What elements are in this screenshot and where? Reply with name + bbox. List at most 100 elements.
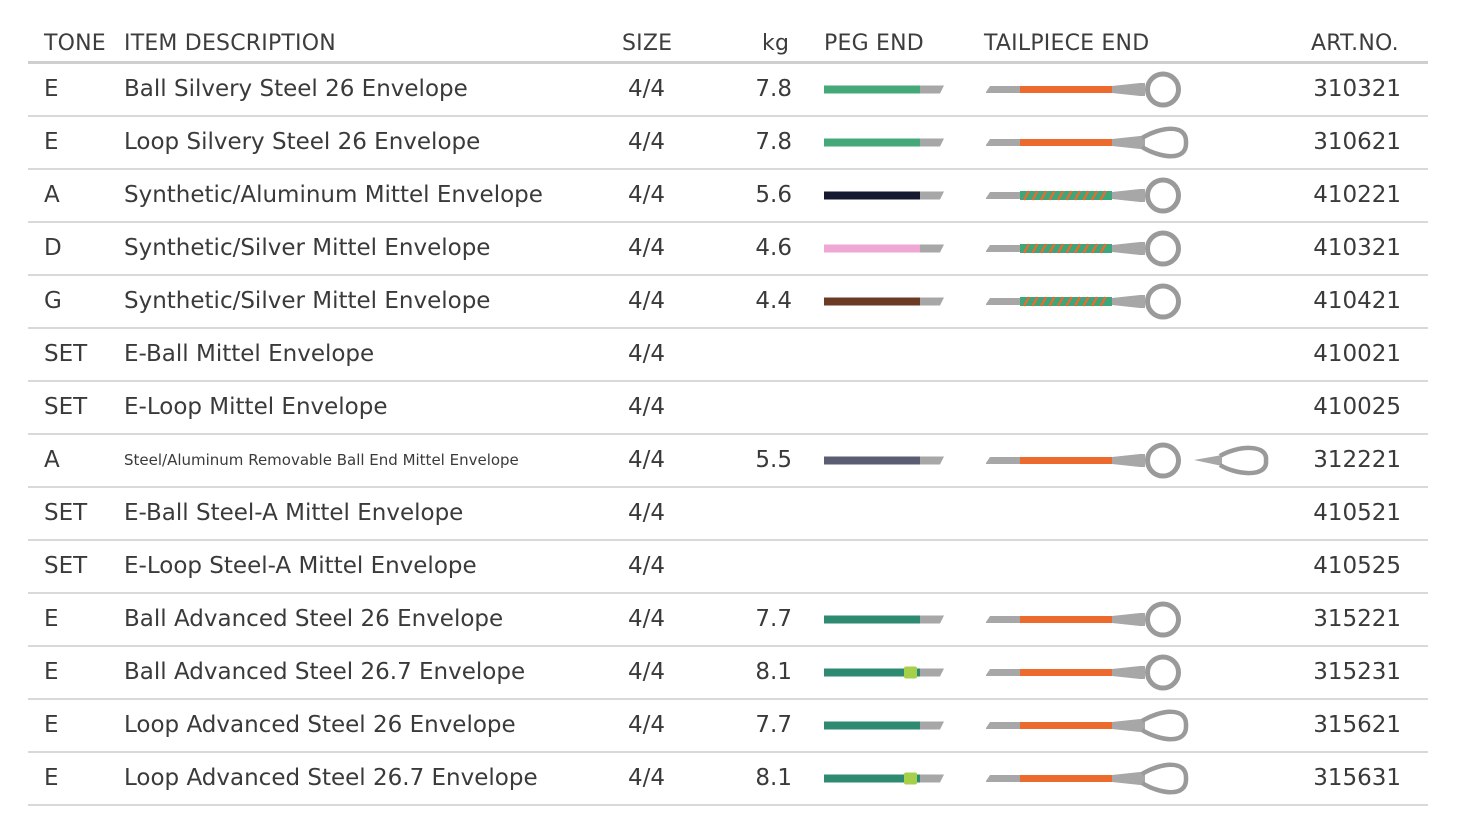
tone-cell: E bbox=[44, 606, 59, 632]
peg-end-string-icon bbox=[824, 244, 944, 253]
peg-winding-segment bbox=[824, 191, 920, 200]
tail-winding-spiral bbox=[1022, 190, 1107, 201]
ball-end-ring bbox=[1145, 230, 1181, 267]
table-row: SET E-Ball Mittel Envelope 4/4 410021 bbox=[28, 329, 1428, 382]
ball-end-ring bbox=[1145, 71, 1181, 108]
peg-tip-segment bbox=[920, 456, 944, 465]
table-header: TONE ITEM DESCRIPTION SIZE kg PEG END TA… bbox=[28, 25, 1428, 64]
tail-left-tip bbox=[986, 298, 1020, 305]
tailpiece-end-cell bbox=[984, 435, 1274, 486]
peg-end-string-icon bbox=[824, 297, 944, 306]
item-description-cell: Synthetic/Aluminum Mittel Envelope bbox=[124, 182, 543, 208]
peg-tip-segment bbox=[920, 85, 944, 94]
tone-cell: SET bbox=[44, 553, 88, 579]
tone-cell: SET bbox=[44, 500, 88, 526]
peg-tip-segment bbox=[920, 244, 944, 253]
header-art-no: ART.NO. bbox=[1311, 31, 1399, 56]
peg-winding-segment bbox=[824, 721, 920, 730]
peg-winding-segment bbox=[824, 244, 920, 253]
kg-cell: 7.7 bbox=[755, 712, 792, 738]
peg-winding-segment bbox=[824, 85, 920, 94]
tone-cell: E bbox=[44, 765, 59, 791]
peg-end-cell bbox=[824, 700, 946, 751]
peg-end-string-icon bbox=[824, 666, 944, 679]
tail-orange-segment bbox=[1020, 139, 1112, 146]
kg-cell: 7.8 bbox=[755, 76, 792, 102]
size-cell: 4/4 bbox=[628, 129, 666, 155]
art-no-cell: 410221 bbox=[1313, 182, 1401, 208]
peg-end-string-icon bbox=[824, 138, 944, 147]
size-cell: 4/4 bbox=[628, 182, 666, 208]
tailpiece-end-string-icon bbox=[986, 709, 1189, 742]
art-no-cell: 315221 bbox=[1313, 606, 1401, 632]
table-row: E Loop Advanced Steel 26.7 Envelope 4/4 8.1… bbox=[28, 753, 1428, 806]
item-description-cell: E-Ball Mittel Envelope bbox=[124, 341, 375, 367]
tail-orange-segment bbox=[1020, 86, 1112, 93]
table-row: G Synthetic/Silver Mittel Envelope 4/4 4.4 4… bbox=[28, 276, 1428, 329]
art-no-cell: 410321 bbox=[1313, 235, 1401, 261]
tail-left-tip bbox=[986, 139, 1020, 146]
tone-cell: D bbox=[44, 235, 62, 261]
peg-end-string-icon bbox=[824, 615, 944, 624]
peg-end-cell bbox=[824, 64, 946, 115]
table-row: SET E-Loop Mittel Envelope 4/4 410025 bbox=[28, 382, 1428, 435]
peg-end-cell bbox=[824, 117, 946, 168]
tailpiece-end-cell bbox=[984, 276, 1274, 327]
kg-cell: 5.5 bbox=[755, 447, 792, 473]
kg-cell bbox=[708, 488, 792, 539]
table-row: E Loop Silvery Steel 26 Envelope 4/4 7.8 310… bbox=[28, 117, 1428, 170]
header-tone: TONE bbox=[44, 31, 106, 56]
tone-cell: E bbox=[44, 659, 59, 685]
art-no-cell: 410421 bbox=[1313, 288, 1401, 314]
peg-tip-segment bbox=[920, 668, 944, 677]
tail-orange-segment bbox=[1020, 722, 1112, 729]
tail-right-taper bbox=[1112, 83, 1145, 96]
tail-winding-spiral bbox=[1022, 243, 1107, 254]
tail-right-taper bbox=[1112, 136, 1145, 149]
kg-cell bbox=[708, 329, 792, 380]
size-cell: 4/4 bbox=[628, 394, 666, 420]
table-row: A Steel/Aluminum Removable Ball End Mitte… bbox=[28, 435, 1428, 488]
tail-right-taper bbox=[1112, 666, 1145, 679]
tailpiece-end-cell bbox=[984, 753, 1274, 804]
item-description-cell: E-Loop Mittel Envelope bbox=[124, 394, 388, 420]
header-peg-end: PEG END bbox=[824, 31, 924, 56]
tail-left-tip bbox=[986, 192, 1020, 199]
peg-end-cell bbox=[824, 223, 946, 274]
tailpiece-end-string-icon bbox=[986, 230, 1181, 267]
kg-cell: 7.7 bbox=[755, 606, 792, 632]
item-description-cell: Synthetic/Silver Mittel Envelope bbox=[124, 235, 491, 261]
tail-winding-silk bbox=[1020, 244, 1112, 253]
tailpiece-end-cell bbox=[984, 700, 1274, 751]
tail-left-tip bbox=[986, 86, 1020, 93]
header-size: SIZE bbox=[622, 31, 673, 56]
tail-right-taper bbox=[1112, 719, 1145, 732]
tone-cell: A bbox=[44, 182, 60, 208]
peg-winding-segment bbox=[824, 668, 920, 677]
item-description-cell: Steel/Aluminum Removable Ball End Mittel… bbox=[124, 451, 519, 469]
loop-end bbox=[1140, 709, 1189, 742]
tail-right-taper bbox=[1112, 242, 1145, 255]
art-no-cell: 312221 bbox=[1313, 447, 1401, 473]
removable-loop-end bbox=[1218, 445, 1269, 476]
art-no-cell: 410525 bbox=[1313, 553, 1401, 579]
tail-left-tip bbox=[986, 669, 1020, 676]
peg-end-string-icon bbox=[824, 772, 944, 785]
size-cell: 4/4 bbox=[628, 500, 666, 526]
tail-orange-segment bbox=[1020, 616, 1112, 623]
tail-right-taper bbox=[1112, 454, 1145, 467]
peg-tip-segment bbox=[920, 297, 944, 306]
item-description-cell: Ball Advanced Steel 26.7 Envelope bbox=[124, 659, 526, 685]
header-tailpiece-end: TAILPIECE END bbox=[984, 31, 1150, 56]
loop-end bbox=[1140, 762, 1189, 795]
size-cell: 4/4 bbox=[628, 659, 666, 685]
tail-orange-segment bbox=[1020, 775, 1112, 782]
tailpiece-end-string-icon bbox=[986, 442, 1269, 479]
peg-end-cell bbox=[824, 594, 946, 645]
peg-end-string-icon bbox=[824, 456, 944, 465]
tailpiece-end-cell bbox=[984, 223, 1274, 274]
tail-orange-segment bbox=[1020, 457, 1112, 464]
item-description-cell: E-Ball Steel-A Mittel Envelope bbox=[124, 500, 464, 526]
art-no-cell: 315621 bbox=[1313, 712, 1401, 738]
peg-marker-square bbox=[904, 772, 917, 785]
